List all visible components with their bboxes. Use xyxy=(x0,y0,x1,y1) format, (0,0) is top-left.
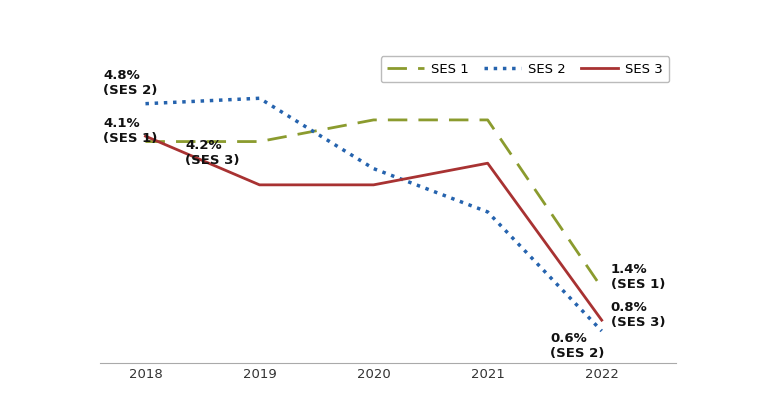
Text: 0.6%
(SES 2): 0.6% (SES 2) xyxy=(551,332,604,360)
Text: 1.4%
(SES 1): 1.4% (SES 1) xyxy=(611,263,665,291)
SES 1 xyxy=(369,117,378,122)
Line: SES 1: SES 1 xyxy=(145,120,601,288)
SES 2 xyxy=(141,101,150,106)
SES 3 xyxy=(255,183,264,188)
SES 2 xyxy=(597,328,606,333)
SES 2 xyxy=(369,166,378,171)
Text: 4.1%
(SES 1): 4.1% (SES 1) xyxy=(103,117,157,145)
SES 3 xyxy=(369,183,378,188)
SES 3 xyxy=(483,161,492,166)
SES 1 xyxy=(483,117,492,122)
Line: SES 3: SES 3 xyxy=(145,136,601,320)
SES 1 xyxy=(141,139,150,144)
Text: 4.8%
(SES 2): 4.8% (SES 2) xyxy=(103,69,157,97)
SES 3 xyxy=(141,134,150,139)
SES 1 xyxy=(597,285,606,290)
Line: SES 2: SES 2 xyxy=(145,98,601,331)
SES 1 xyxy=(255,139,264,144)
SES 2 xyxy=(255,96,264,101)
Legend: SES 1, SES 2, SES 3: SES 1, SES 2, SES 3 xyxy=(380,56,669,82)
SES 2 xyxy=(483,209,492,214)
SES 3 xyxy=(597,318,606,323)
Text: 4.2%
(SES 3): 4.2% (SES 3) xyxy=(185,139,240,167)
Text: 0.8%
(SES 3): 0.8% (SES 3) xyxy=(611,301,665,329)
